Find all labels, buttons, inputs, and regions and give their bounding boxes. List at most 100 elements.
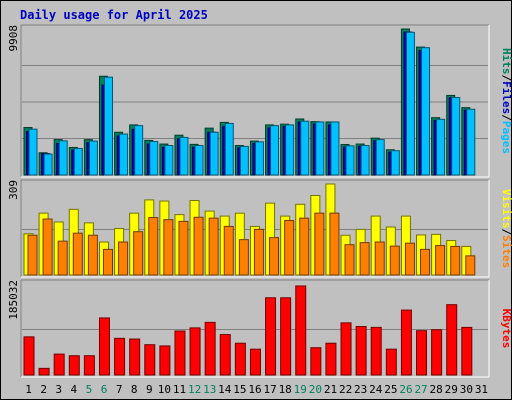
bar-sites-day-25	[389, 245, 400, 276]
day-label-8: 8	[131, 383, 138, 396]
bar-pages-day-30	[466, 108, 476, 176]
bar-sites-day-4	[72, 232, 83, 276]
bar-sites-day-10	[163, 219, 174, 276]
day-label-21: 21	[324, 383, 337, 396]
bar-kbytes-day-1	[23, 336, 35, 376]
bar-pages-day-21	[330, 121, 340, 176]
legend-part-0: Sites	[500, 235, 512, 268]
day-label-24: 24	[369, 383, 383, 396]
panel-hpf-ymax-label: 9908	[7, 25, 20, 52]
bar-kbytes-day-5	[83, 355, 95, 376]
bar-pages-day-23	[360, 145, 370, 176]
bar-kbytes-day-10	[159, 345, 171, 376]
legend-part-3: /	[500, 75, 512, 82]
bar-pages-day-20	[315, 121, 325, 176]
bar-pages-day-16	[254, 141, 264, 176]
legend-part-0: KBytes	[500, 309, 512, 349]
bar-sites-day-1	[27, 234, 38, 276]
bar-pages-day-8	[134, 125, 144, 176]
panel-vs-legend: Visits/Sites	[500, 189, 512, 269]
day-label-14: 14	[218, 383, 232, 396]
bar-sites-day-6	[102, 248, 113, 276]
day-label-13: 13	[203, 383, 216, 396]
legend-part-4: Hits	[500, 48, 512, 75]
panel-vs-ymax-label: 309	[7, 180, 20, 200]
bar-sites-day-7	[118, 241, 129, 276]
bar-sites-day-22	[344, 244, 355, 276]
bar-sites-day-21	[329, 212, 340, 276]
day-label-15: 15	[233, 383, 246, 396]
day-label-20: 20	[309, 383, 322, 396]
bar-pages-day-2	[43, 153, 53, 176]
day-label-10: 10	[158, 383, 171, 396]
chart-title: Daily usage for April 2025	[20, 8, 208, 22]
day-label-1: 1	[25, 383, 32, 396]
bar-kbytes-day-21	[325, 342, 337, 376]
day-label-2: 2	[40, 383, 47, 396]
day-axis: 1 2 3 4 5 6 7 8 9 10 11 12 13 14 15 16 17 18 19 20 21 22 23 24 2…	[25, 383, 488, 396]
legend-part-2: Files	[500, 81, 512, 114]
panel-hpf: 9908 Hits/Files/Pages	[7, 24, 512, 178]
day-label-12: 12	[188, 383, 201, 396]
panel-vs: 309 Visits/Sites	[7, 179, 512, 278]
day-label-19: 19	[294, 383, 307, 396]
bar-pages-day-10	[164, 145, 174, 176]
bar-kbytes-day-26	[400, 309, 412, 376]
day-label-30: 30	[460, 383, 473, 396]
day-label-22: 22	[339, 383, 352, 396]
panel-kb-legend: KBytes	[500, 309, 512, 349]
bar-sites-day-3	[57, 240, 68, 276]
bar-sites-day-8	[133, 231, 144, 276]
day-label-29: 29	[445, 383, 458, 396]
bar-kbytes-day-23	[355, 326, 367, 376]
bar-pages-day-9	[149, 141, 159, 176]
bar-kbytes-day-29	[446, 304, 458, 376]
bar-sites-day-11	[178, 220, 189, 276]
bar-pages-day-7	[119, 133, 129, 176]
bar-kbytes-day-4	[68, 355, 80, 376]
day-label-4: 4	[71, 383, 78, 396]
bar-kbytes-day-24	[370, 326, 382, 376]
bar-kbytes-day-16	[249, 348, 261, 376]
bar-pages-day-4	[73, 147, 83, 176]
day-label-28: 28	[430, 383, 443, 396]
day-label-16: 16	[248, 383, 261, 396]
legend-part-2: Visits	[500, 189, 512, 229]
bar-sites-day-30	[465, 255, 476, 276]
panel-kb-ymax-label: 185032	[7, 280, 20, 320]
bar-pages-day-28	[436, 118, 446, 176]
bar-sites-day-18	[284, 220, 295, 276]
bar-pages-day-1	[28, 128, 38, 176]
bar-sites-day-15	[238, 239, 249, 276]
bar-pages-day-26	[405, 31, 415, 176]
bar-kbytes-day-30	[461, 326, 473, 376]
day-label-31: 31	[475, 383, 488, 396]
bar-kbytes-day-15	[234, 342, 246, 376]
bar-kbytes-day-27	[416, 330, 428, 376]
legend-part-1: /	[500, 114, 512, 121]
bar-pages-day-15	[239, 145, 249, 176]
bar-pages-day-5	[88, 140, 98, 176]
bar-kbytes-day-11	[174, 330, 186, 376]
bar-kbytes-day-7	[114, 337, 126, 376]
bar-sites-day-26	[404, 242, 415, 276]
bar-kbytes-day-18	[280, 297, 292, 376]
bar-sites-day-29	[450, 245, 461, 276]
day-label-6: 6	[101, 383, 108, 396]
panel-hpf-legend: Hits/Files/Pages	[500, 48, 512, 154]
bar-pages-day-24	[375, 139, 385, 176]
legend-part-1: /	[500, 229, 512, 236]
bar-sites-day-27	[420, 248, 431, 276]
bar-kbytes-day-3	[53, 353, 65, 376]
bar-kbytes-day-12	[189, 327, 201, 376]
day-label-9: 9	[146, 383, 153, 396]
bar-sites-day-12	[193, 216, 204, 276]
bar-sites-day-13	[208, 217, 219, 276]
bar-sites-day-2	[42, 218, 53, 276]
bar-sites-day-20	[314, 212, 325, 276]
day-label-7: 7	[116, 383, 123, 396]
bar-sites-day-17	[269, 237, 280, 276]
bar-sites-day-19	[299, 217, 310, 276]
